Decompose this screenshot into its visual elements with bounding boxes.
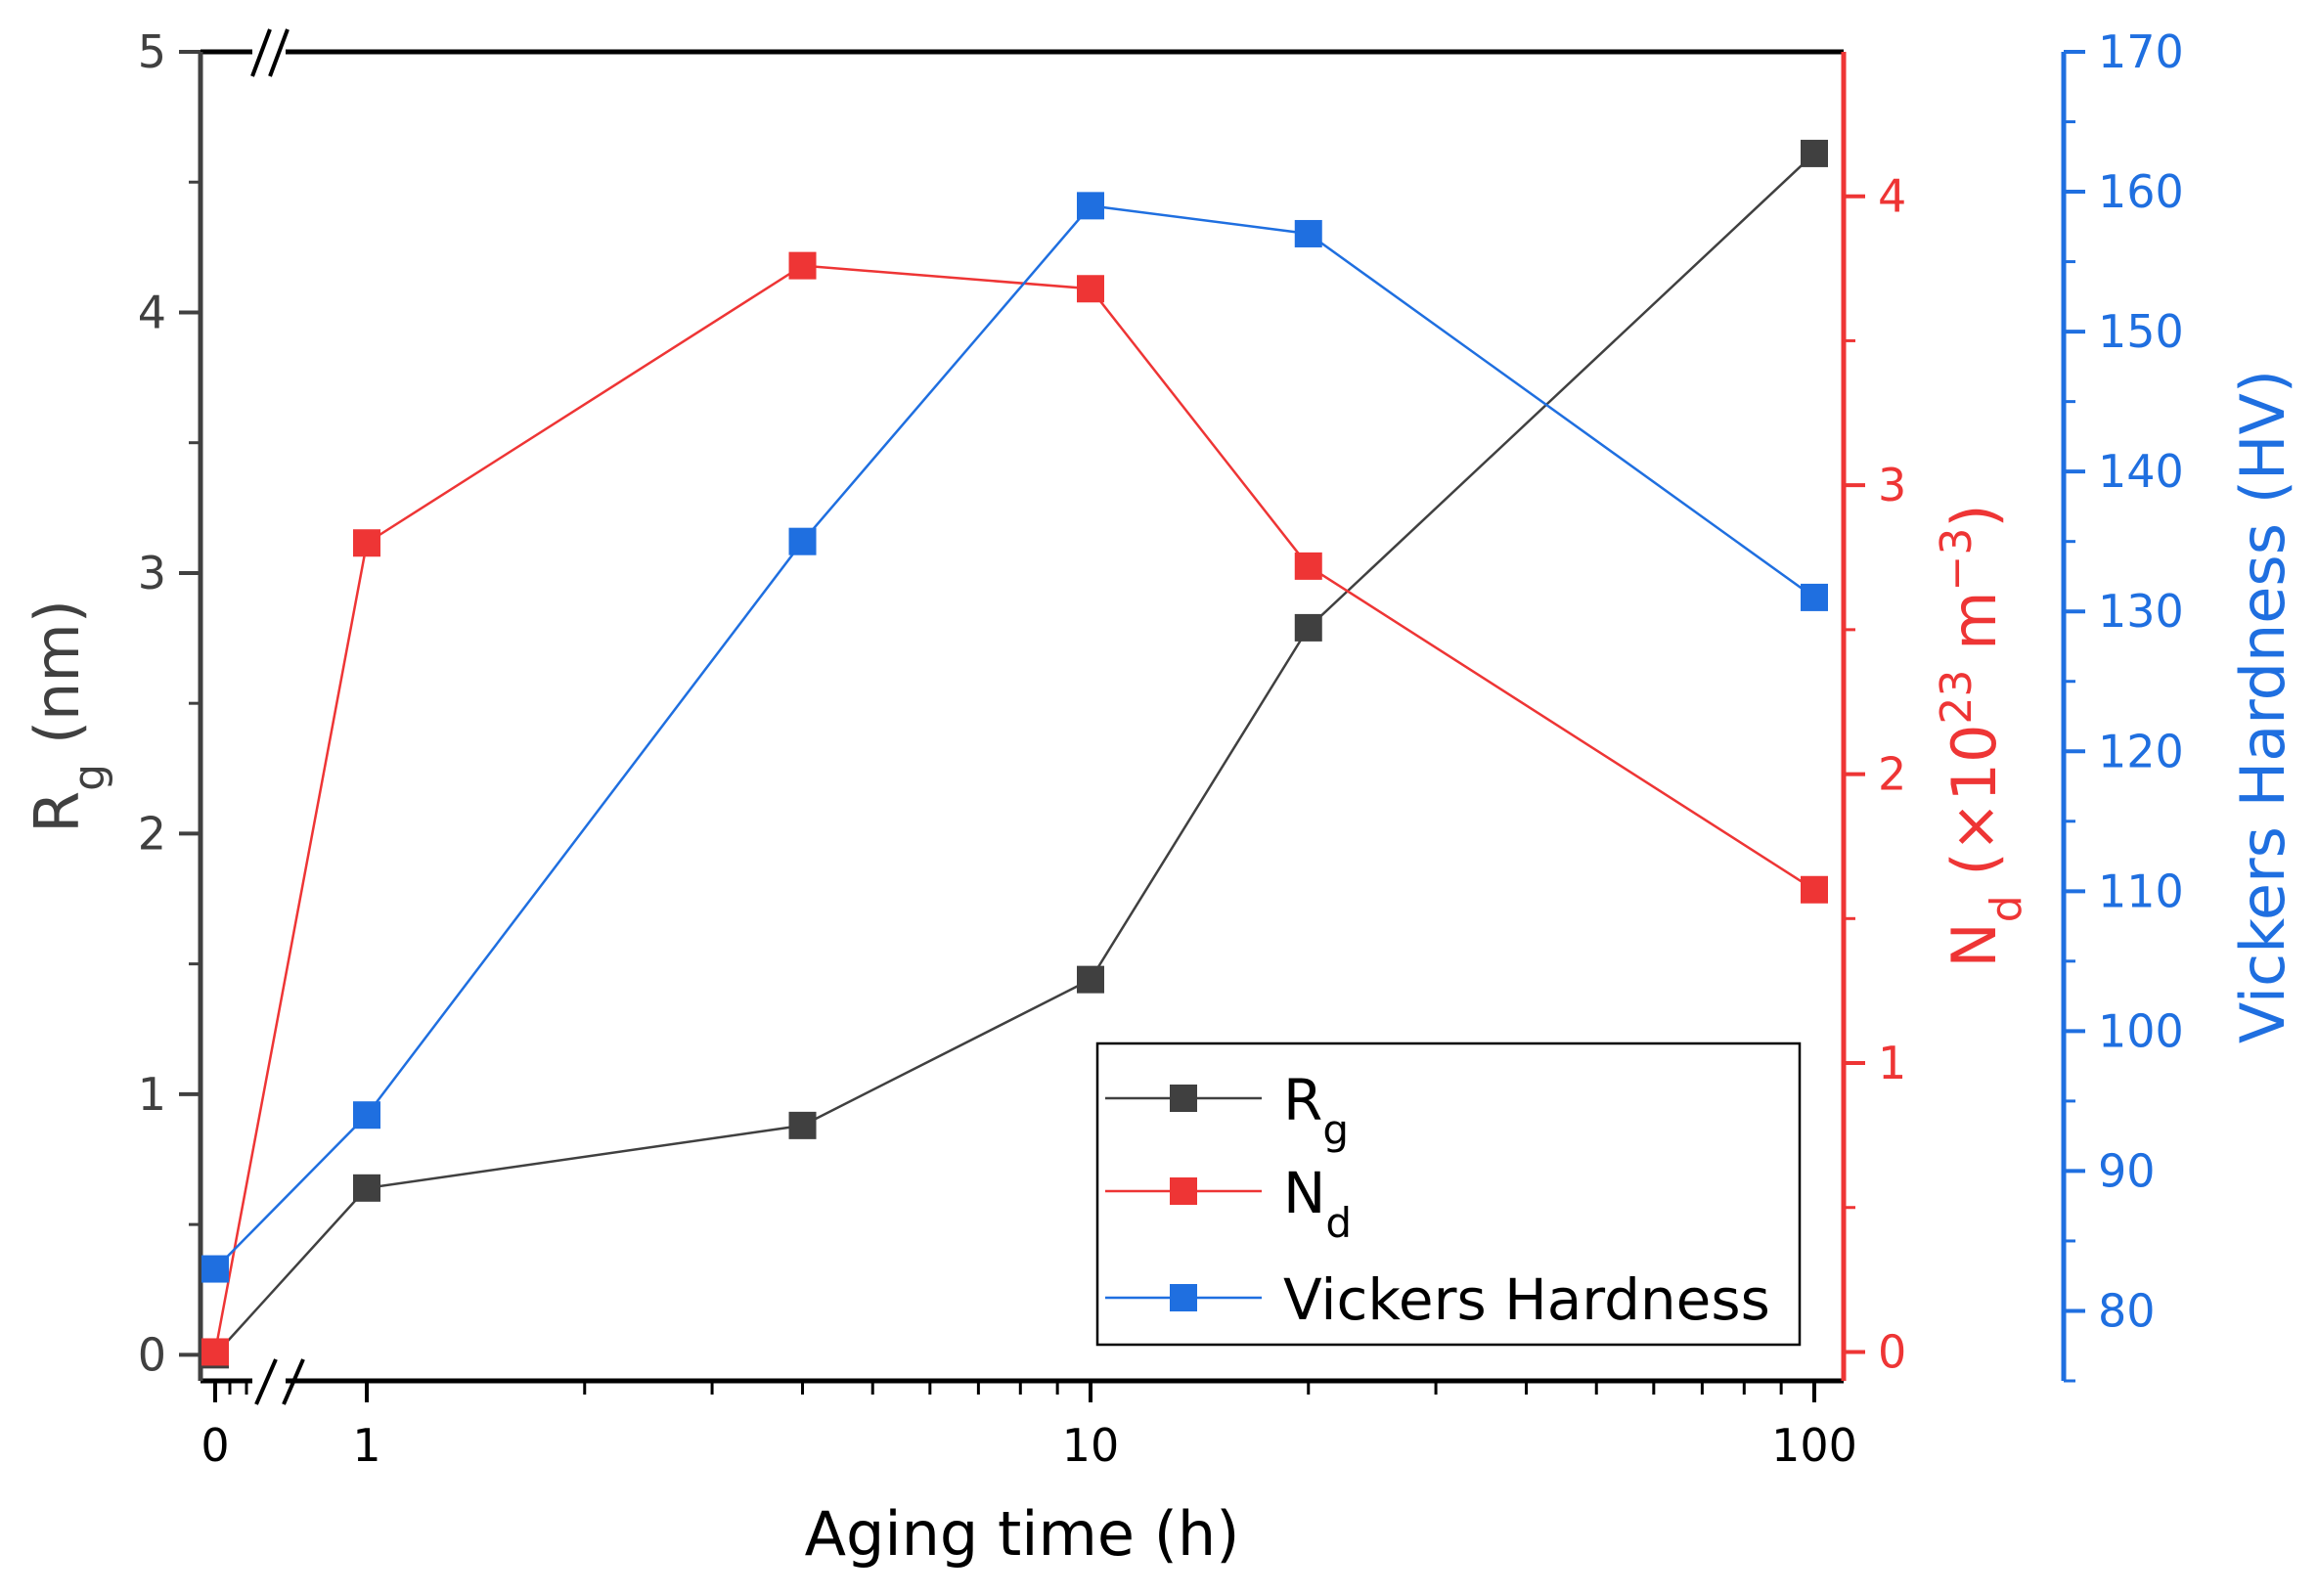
left-axis-title: Rg (nm) bbox=[22, 599, 114, 833]
right2-axis-title: Vickers Hardness (HV) bbox=[2227, 370, 2298, 1043]
x-axis: 0 1 10 100 Aging time (h) bbox=[201, 1381, 1857, 1570]
left-axis-title-sub: g bbox=[65, 764, 114, 791]
data-point-vickers-hardness bbox=[788, 527, 817, 555]
legend-label: Rg bbox=[1283, 1067, 1349, 1154]
bottom-break-mark-1 bbox=[254, 1358, 278, 1405]
right2-tick-label: 140 bbox=[2098, 445, 2184, 498]
right2-tick-label: 80 bbox=[2098, 1284, 2156, 1337]
right-y-axis-hardness: 80 90 100 110 120 130 140 150 160 170 Vickers Hard… bbox=[2061, 25, 2298, 1383]
right1-tick-label: 1 bbox=[1878, 1037, 1906, 1089]
left-tick-label: 2 bbox=[138, 807, 166, 860]
right2-tick-label: 120 bbox=[2098, 725, 2184, 777]
data-point-rg bbox=[1801, 139, 1828, 167]
x-axis-title: Aging time (h) bbox=[805, 1498, 1240, 1570]
series-layer bbox=[201, 139, 1828, 1369]
legend-label: Vickers Hardness bbox=[1283, 1266, 1770, 1333]
left-y-axis: 0 1 2 3 4 5 Rg (nm) bbox=[22, 25, 203, 1381]
left-tick-label: 5 bbox=[138, 25, 166, 78]
right2-tick-label: 130 bbox=[2098, 585, 2184, 638]
data-point-vickers-hardness bbox=[353, 1101, 380, 1130]
legend-marker bbox=[1170, 1085, 1197, 1112]
data-point-nd bbox=[1294, 552, 1322, 580]
left-axis-title-rest: (nm) bbox=[22, 599, 93, 764]
series-line-vickers-hardness bbox=[214, 204, 1815, 1270]
left-tick-label: 4 bbox=[138, 286, 166, 338]
left-axis-title-main: R bbox=[22, 791, 93, 833]
data-point-nd bbox=[201, 1338, 229, 1366]
x-tick-label: 1 bbox=[352, 1419, 380, 1472]
legend-marker bbox=[1170, 1284, 1197, 1311]
series-line-rg bbox=[214, 153, 1815, 1356]
data-point-rg bbox=[353, 1174, 380, 1202]
plot-frame bbox=[201, 28, 1844, 1405]
right2-tick-label: 170 bbox=[2098, 25, 2184, 78]
right1-title-end: ) bbox=[1939, 504, 2010, 527]
right1-title-sub: d bbox=[1982, 895, 2031, 922]
legend-label-sub: d bbox=[1325, 1199, 1352, 1247]
data-point-nd bbox=[353, 529, 380, 557]
right1-title-unit: m bbox=[1939, 591, 2010, 669]
data-point-nd bbox=[1077, 275, 1104, 303]
right2-tick-label: 150 bbox=[2098, 305, 2184, 358]
right2-tick-label: 110 bbox=[2098, 864, 2184, 917]
x-tick-label: 0 bbox=[201, 1419, 229, 1472]
data-point-rg bbox=[788, 1111, 817, 1139]
x-tick-label: 10 bbox=[1062, 1419, 1120, 1472]
right1-title-mid: (×10 bbox=[1939, 725, 2010, 896]
right1-tick-label: 3 bbox=[1878, 459, 1906, 511]
right1-title-sup: 23 bbox=[1932, 670, 1982, 725]
legend-box bbox=[1095, 1042, 1802, 1347]
data-point-nd bbox=[1801, 875, 1828, 904]
data-point-vickers-hardness bbox=[201, 1255, 229, 1283]
data-point-vickers-hardness bbox=[1801, 583, 1828, 611]
left-tick-label: 0 bbox=[138, 1328, 166, 1381]
right1-tick-label: 0 bbox=[1878, 1325, 1906, 1378]
right1-tick-label: 4 bbox=[1878, 170, 1906, 223]
right2-tick-label: 100 bbox=[2098, 1004, 2184, 1057]
series-line-nd bbox=[213, 264, 1815, 1352]
right1-axis-title: Nd (×1023 m−3) bbox=[1932, 504, 2031, 967]
right2-tick-label: 160 bbox=[2098, 165, 2184, 218]
legend-label-sub: g bbox=[1322, 1106, 1349, 1154]
data-point-rg bbox=[1294, 613, 1322, 642]
legend-marker bbox=[1170, 1177, 1197, 1205]
right2-tick-label: 90 bbox=[2098, 1144, 2156, 1197]
data-point-vickers-hardness bbox=[1077, 192, 1104, 220]
bottom-break-mark-2 bbox=[282, 1358, 305, 1405]
left-tick-label: 1 bbox=[138, 1068, 166, 1121]
x-tick-label: 100 bbox=[1771, 1419, 1857, 1472]
legend-label-main: R bbox=[1283, 1067, 1322, 1133]
data-point-rg bbox=[1077, 965, 1104, 994]
right1-title-sup2: −3 bbox=[1932, 528, 1982, 592]
legend-label: Nd bbox=[1283, 1160, 1352, 1247]
legend-label-main: N bbox=[1283, 1160, 1325, 1226]
legend-label-main: Vickers Hardness bbox=[1283, 1266, 1770, 1333]
right1-tick-label: 2 bbox=[1878, 748, 1906, 801]
data-point-vickers-hardness bbox=[1294, 219, 1322, 247]
left-tick-label: 3 bbox=[138, 547, 166, 599]
right1-title-main: N bbox=[1939, 922, 2010, 967]
top-break-mark-1 bbox=[250, 28, 272, 77]
top-break-mark-2 bbox=[268, 28, 290, 77]
data-point-nd bbox=[788, 251, 817, 280]
